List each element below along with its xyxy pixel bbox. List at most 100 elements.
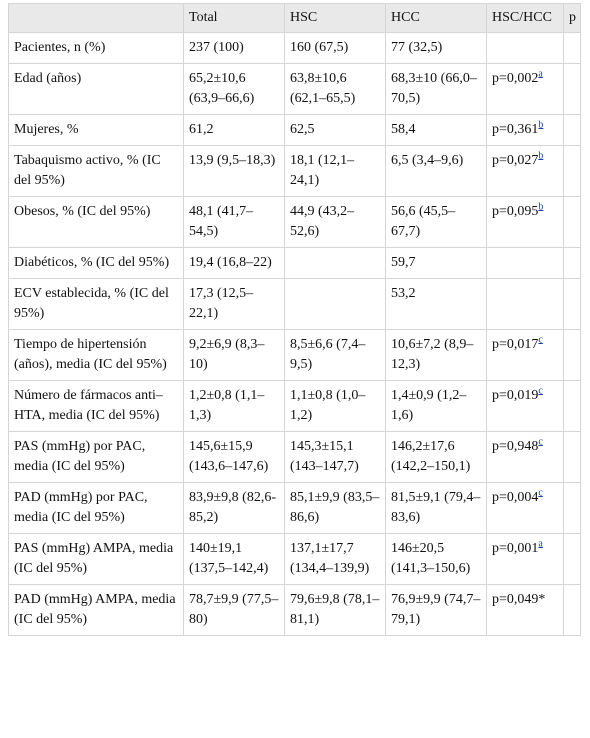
table-cell: 44,9 (43,2–52,6): [284, 196, 386, 248]
table-row: Mujeres, % 61,2 62,5 58,4 p=0,361b: [8, 114, 581, 146]
table-cell: [563, 278, 581, 330]
p-value: p=0,027: [492, 153, 539, 168]
footnote-link[interactable]: c: [538, 436, 543, 448]
header-row: Total HSC HCC HSC/HCC p: [8, 3, 581, 33]
table-cell: 145,3±15,1 (143–147,7): [284, 431, 386, 483]
table-cell: 83,9±9,8 (82,6-85,2): [183, 482, 285, 534]
table-cell: p=0,361b: [486, 114, 564, 146]
table-cell: 68,3±10 (66,0–70,5): [385, 63, 487, 115]
table-cell: 56,6 (45,5–67,7): [385, 196, 487, 248]
p-value: p=0,004: [492, 490, 539, 505]
table-cell: p=0,049*: [486, 584, 564, 636]
table-cell: [284, 278, 386, 330]
footnote-link[interactable]: c: [538, 334, 543, 346]
table-cell: [563, 329, 581, 381]
table-row: Tiempo de hipertensión (años), media (IC…: [8, 329, 581, 381]
table-cell: [563, 431, 581, 483]
p-value: p=0,948: [492, 439, 539, 454]
table-cell: 19,4 (16,8–22): [183, 247, 285, 279]
table-cell: 76,9±9,9 (74,7–79,1): [385, 584, 487, 636]
table-cell: 78,7±9,9 (77,5–80): [183, 584, 285, 636]
table-cell: [563, 482, 581, 534]
table-cell: 58,4: [385, 114, 487, 146]
row-label: PAD (mmHg) AMPA, media (IC del 95%): [8, 584, 184, 636]
table-cell: 85,1±9,9 (83,5–86,6): [284, 482, 386, 534]
table-cell: [563, 63, 581, 115]
table-cell: 160 (67,5): [284, 32, 386, 64]
table-cell: 137,1±17,7 (134,4–139,9): [284, 533, 386, 585]
row-label: Tabaquismo activo, % (IC del 95%): [8, 145, 184, 197]
table-cell: 1,1±0,8 (1,0–1,2): [284, 380, 386, 432]
table-cell: 53,2: [385, 278, 487, 330]
header-cell: p: [563, 3, 581, 33]
table-cell: 62,5: [284, 114, 386, 146]
table-wrap: Total HSC HCC HSC/HCC p Pacientes, n (%) 237 …: [8, 3, 581, 636]
footnote-ref: a: [538, 68, 542, 79]
p-value: p=0,361: [492, 122, 539, 137]
data-table: Total HSC HCC HSC/HCC p Pacientes, n (%) 237 …: [8, 3, 581, 636]
header-cell: Total: [183, 3, 285, 33]
table-cell: 9,2±6,9 (8,3–10): [183, 329, 285, 381]
table-cell: 63,8±10,6 (62,1–65,5): [284, 63, 386, 115]
table-cell: 237 (100): [183, 32, 285, 64]
footnote-ref: c: [538, 385, 542, 396]
table-cell: 146±20,5 (141,3–150,6): [385, 533, 487, 585]
table-cell: 140±19,1 (137,5–142,4): [183, 533, 285, 585]
footnote-link[interactable]: b: [538, 201, 544, 213]
row-label: PAS (mmHg) por PAC, media (IC del 95%): [8, 431, 184, 483]
footnote-link[interactable]: a: [538, 538, 543, 550]
p-value: p=0,095: [492, 204, 539, 219]
footnote-link[interactable]: b: [538, 119, 544, 131]
table-row: Edad (años) 65,2±10,6 (63,9–66,6) 63,8±10,…: [8, 63, 581, 115]
table-cell: 81,5±9,1 (79,4–83,6): [385, 482, 487, 534]
table-cell: [563, 114, 581, 146]
table-cell: [284, 247, 386, 279]
table-cell: p=0,095b: [486, 196, 564, 248]
header-cell: HSC/HCC: [486, 3, 564, 33]
table-cell: [486, 278, 564, 330]
table-cell: 17,3 (12,5–22,1): [183, 278, 285, 330]
p-value: p=0,017: [492, 337, 539, 352]
row-label: Diabéticos, % (IC del 95%): [8, 247, 184, 279]
table-cell: [563, 380, 581, 432]
table-cell: 1,2±0,8 (1,1–1,3): [183, 380, 285, 432]
table-row: PAS (mmHg) AMPA, media (IC del 95%) 140±1…: [8, 533, 581, 585]
table-cell: 18,1 (12,1–24,1): [284, 145, 386, 197]
row-label: Tiempo de hipertensión (años), media (IC…: [8, 329, 184, 381]
table-cell: 13,9 (9,5–18,3): [183, 145, 285, 197]
p-value: p=0,001: [492, 541, 539, 556]
table-cell: 8,5±6,6 (7,4–9,5): [284, 329, 386, 381]
table-cell: p=0,001a: [486, 533, 564, 585]
footnote-link[interactable]: c: [538, 487, 543, 499]
footnote-link[interactable]: b: [538, 150, 544, 162]
table-body: Pacientes, n (%) 237 (100) 160 (67,5) 77 (3…: [8, 32, 581, 636]
table-cell: p=0,027b: [486, 145, 564, 197]
footnote-ref: c: [538, 436, 542, 447]
table-cell: [563, 533, 581, 585]
table-cell: p=0,019c: [486, 380, 564, 432]
table-cell: 77 (32,5): [385, 32, 487, 64]
row-label: Obesos, % (IC del 95%): [8, 196, 184, 248]
table-row: PAS (mmHg) por PAC, media (IC del 95%) 14…: [8, 431, 581, 483]
table-row: Tabaquismo activo, % (IC del 95%) 13,9 (9…: [8, 145, 581, 197]
footnote-link[interactable]: a: [538, 68, 543, 80]
row-label: Edad (años): [8, 63, 184, 115]
table-cell: p=0,002a: [486, 63, 564, 115]
row-label: PAD (mmHg) por PAC, media (IC del 95%): [8, 482, 184, 534]
table-cell: 59,7: [385, 247, 487, 279]
footnote-ref: b: [538, 201, 543, 212]
table-cell: 1,4±0,9 (1,2–1,6): [385, 380, 487, 432]
table-cell: [563, 196, 581, 248]
table-cell: [563, 584, 581, 636]
row-label: Mujeres, %: [8, 114, 184, 146]
table-cell: 145,6±15,9 (143,6–147,6): [183, 431, 285, 483]
footnote-ref: c: [538, 334, 542, 345]
table-row: Diabéticos, % (IC del 95%) 19,4 (16,8–22)…: [8, 247, 581, 279]
p-value: p=0,002: [492, 71, 539, 86]
footnote-ref: b: [538, 150, 543, 161]
table-row: PAD (mmHg) por PAC, media (IC del 95%) 83…: [8, 482, 581, 534]
footnote-link[interactable]: c: [538, 385, 543, 397]
table-cell: 146,2±17,6 (142,2–150,1): [385, 431, 487, 483]
table-cell: 65,2±10,6 (63,9–66,6): [183, 63, 285, 115]
